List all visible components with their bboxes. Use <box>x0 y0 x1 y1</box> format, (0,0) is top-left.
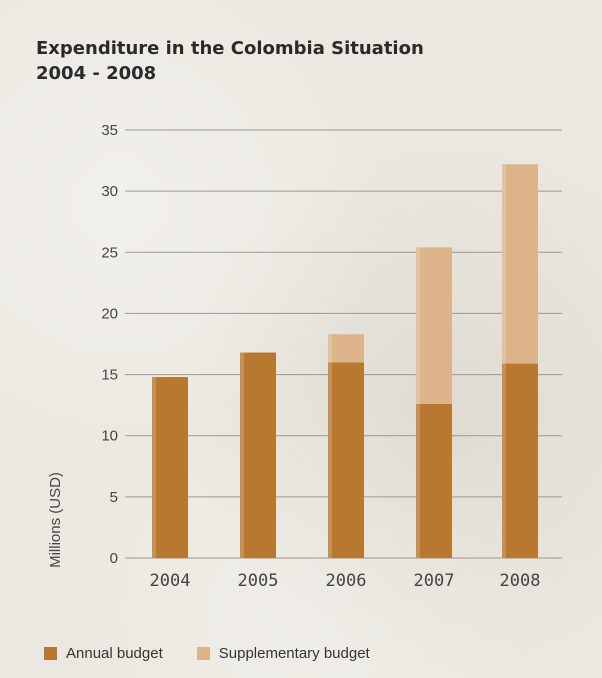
bar-highlight <box>328 362 332 558</box>
y-axis-label: Millions (USD) <box>47 472 64 568</box>
bar-highlight <box>502 164 506 364</box>
legend-swatch-annual <box>44 647 57 660</box>
chart-subtitle: 2004 - 2008 <box>36 63 157 84</box>
bar-highlight <box>416 247 420 404</box>
legend-swatch-supplementary <box>196 647 210 660</box>
bars <box>152 164 538 558</box>
x-tick-label: 2008 <box>500 571 541 591</box>
legend-label-supplementary: Supplementary budget <box>218 645 370 662</box>
y-tick-label: 35 <box>101 122 118 139</box>
bar-supplementary-2007 <box>416 247 452 404</box>
y-tick-label: 10 <box>101 428 118 445</box>
y-tick-label: 20 <box>101 305 118 322</box>
x-tick-label: 2004 <box>150 571 191 591</box>
bar-highlight <box>240 352 244 558</box>
legend-item-supplementary: Supplementary budget <box>196 645 370 662</box>
y-tick-label: 0 <box>110 550 118 567</box>
bar-highlight <box>416 403 420 558</box>
bar-highlight <box>152 377 156 558</box>
y-tick-label: 25 <box>101 244 118 261</box>
chart-title: Expenditure in the Colombia Situation <box>36 38 424 59</box>
y-tick-label: 5 <box>110 489 118 506</box>
y-tick-label: 30 <box>101 183 118 200</box>
bar-supplementary-2006 <box>328 334 364 363</box>
gridlines <box>125 129 562 559</box>
bar-annual-2006 <box>328 362 364 558</box>
y-tick-label: 15 <box>101 367 118 384</box>
chart-title-block: Expenditure in the Colombia Situation 20… <box>36 36 424 86</box>
bar-annual-2005 <box>240 352 276 558</box>
bar-highlight <box>502 363 506 558</box>
y-tick-labels: 0 5 10 15 20 25 30 35 <box>101 122 118 567</box>
legend-item-annual: Annual budget <box>44 645 163 662</box>
bar-supplementary-2008 <box>502 164 538 364</box>
bar-annual-2008 <box>502 363 538 558</box>
x-tick-label: 2006 <box>326 571 367 591</box>
legend: Annual budget Supplementary budget <box>44 645 404 662</box>
x-tick-label: 2005 <box>238 571 279 591</box>
bar-annual-2007 <box>416 403 452 558</box>
bar-annual-2004 <box>152 377 188 558</box>
x-tick-label: 2007 <box>414 571 455 591</box>
bar-highlight <box>328 334 332 363</box>
x-tick-labels: 2004 2005 2006 2007 2008 <box>150 571 541 591</box>
legend-label-annual: Annual budget <box>66 645 163 662</box>
